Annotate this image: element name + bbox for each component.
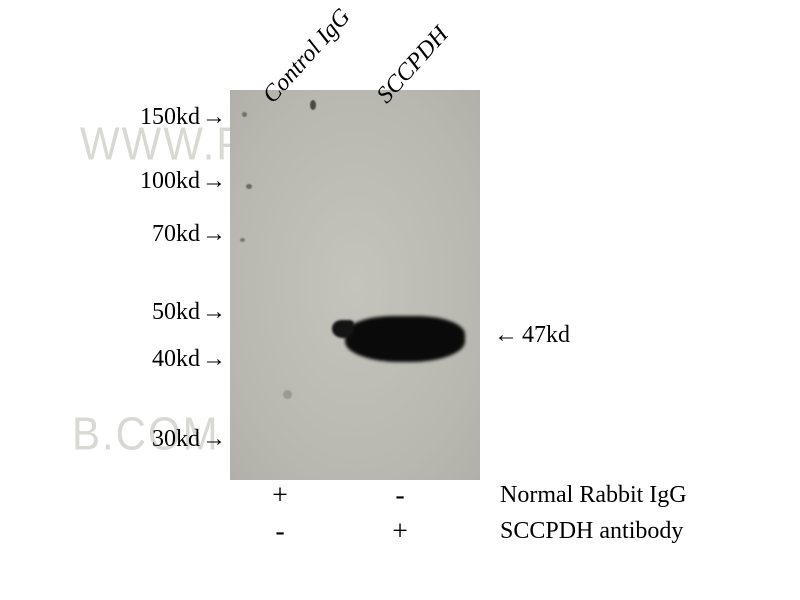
mw-marker: 70kd→ <box>152 221 226 248</box>
arrow-right-icon: → <box>202 168 226 195</box>
blot-membrane <box>230 90 480 480</box>
western-blot-figure: WWW.PTGLA B.COM 150kd→100kd→70kd→50kd→40… <box>0 0 800 600</box>
condition-minus: - <box>390 480 410 512</box>
mw-marker: 40kd→ <box>152 346 226 373</box>
mw-marker: 50kd→ <box>152 299 226 326</box>
mw-text: 100kd <box>140 168 200 194</box>
blot-gradient <box>230 90 480 480</box>
speck <box>240 238 245 242</box>
arrow-right-icon: → <box>202 299 226 326</box>
left-arrow-icon: ← <box>494 322 518 348</box>
mw-marker: 150kd→ <box>140 104 226 131</box>
arrow-right-icon: → <box>202 104 226 131</box>
condition-plus: + <box>390 516 410 548</box>
arrow-right-icon: → <box>202 221 226 248</box>
speck <box>246 184 252 189</box>
band-size-label: ←47kd <box>494 322 570 349</box>
speck <box>310 100 316 110</box>
condition-label: Normal Rabbit IgG <box>500 482 687 509</box>
condition-label: SCCPDH antibody <box>500 518 683 545</box>
blot-band-sccpdh <box>345 316 465 362</box>
blot-band-sccpdh-tail <box>332 320 354 338</box>
band-size-text: 47kd <box>522 322 570 348</box>
condition-minus: - <box>270 516 290 548</box>
arrow-right-icon: → <box>202 346 226 373</box>
speck <box>242 112 247 117</box>
speck <box>283 390 292 399</box>
condition-plus: + <box>270 480 290 512</box>
mw-text: 150kd <box>140 104 200 130</box>
mw-text: 70kd <box>152 221 200 247</box>
mw-marker: 30kd→ <box>152 426 226 453</box>
mw-marker: 100kd→ <box>140 168 226 195</box>
arrow-right-icon: → <box>202 426 226 453</box>
mw-text: 30kd <box>152 426 200 452</box>
mw-text: 50kd <box>152 299 200 325</box>
mw-text: 40kd <box>152 346 200 372</box>
